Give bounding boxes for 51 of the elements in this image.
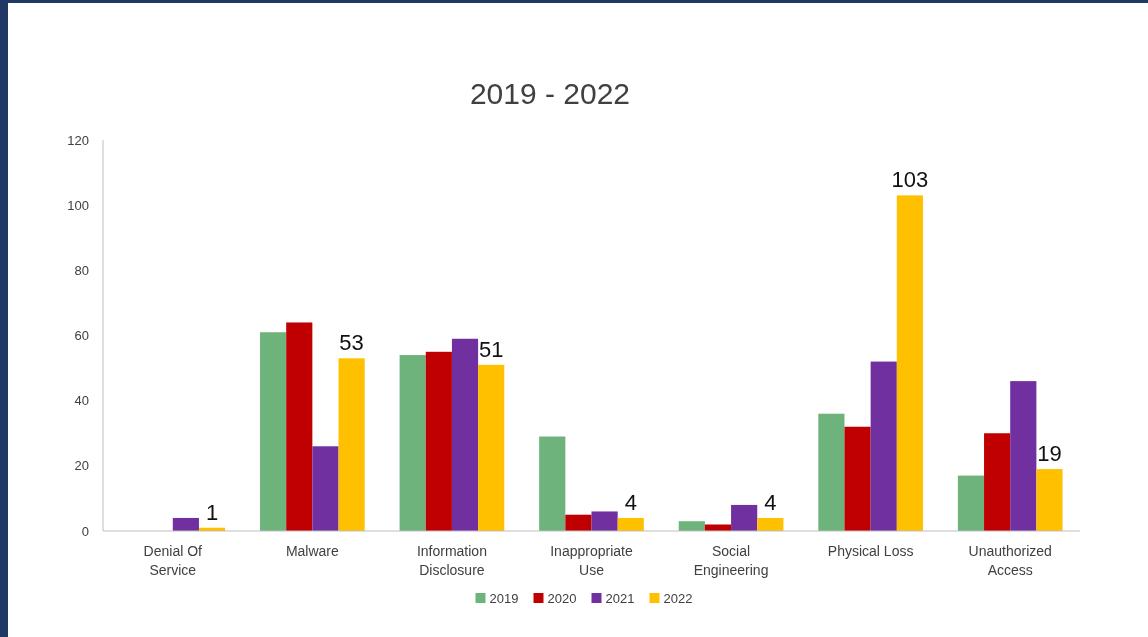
bar — [399, 355, 426, 531]
bar — [1036, 469, 1063, 531]
data-label: 103 — [891, 167, 929, 193]
legend-label: 2021 — [605, 591, 635, 606]
bar — [565, 514, 592, 531]
bar — [539, 436, 566, 531]
bar — [844, 426, 871, 531]
y-tick-label: 20 — [74, 458, 89, 474]
bar — [617, 517, 644, 531]
bar — [478, 364, 505, 531]
bar — [704, 524, 732, 531]
bar — [896, 195, 923, 531]
bar — [1010, 381, 1037, 531]
bar — [757, 517, 784, 531]
bar — [957, 475, 985, 531]
x-tick-label: Social Engineering — [693, 543, 769, 578]
y-tick-label: 40 — [74, 393, 89, 409]
y-tick-label: 120 — [67, 132, 89, 148]
data-label: 4 — [624, 489, 637, 515]
y-tick-label: 0 — [81, 523, 89, 539]
bar — [451, 338, 479, 531]
chart-title: 2019 - 2022 — [469, 77, 631, 110]
bar — [870, 361, 897, 531]
bar — [731, 504, 758, 531]
y-tick-label: 60 — [74, 328, 89, 344]
x-tick-label: Denial Of Service — [143, 543, 203, 578]
bar — [286, 322, 313, 531]
data-label: 19 — [1037, 441, 1062, 467]
bar — [425, 351, 452, 531]
legend-label: 2022 — [663, 591, 693, 606]
y-tick-label: 100 — [67, 197, 89, 213]
bar — [591, 511, 618, 531]
legend-label: 2020 — [547, 591, 577, 606]
bar — [260, 332, 287, 531]
data-label: 51 — [478, 336, 504, 362]
y-tick-label: 80 — [74, 262, 89, 278]
x-tick-label: Information Disclosure — [416, 543, 487, 578]
x-tick-label: Unauthorized Access — [968, 543, 1052, 578]
x-tick-label: Inappropriate Use — [550, 543, 633, 578]
data-label: 4 — [764, 489, 777, 515]
data-label: 53 — [339, 330, 364, 356]
bar — [984, 433, 1011, 531]
legend-label: 2019 — [489, 591, 519, 606]
bar — [338, 358, 365, 531]
x-tick-label: Malware — [285, 543, 340, 559]
bar — [678, 521, 705, 531]
bar — [312, 446, 339, 531]
bar — [818, 413, 845, 531]
x-tick-label: Physical Loss — [827, 543, 914, 559]
data-label: 1 — [205, 499, 219, 525]
bar — [172, 517, 199, 531]
